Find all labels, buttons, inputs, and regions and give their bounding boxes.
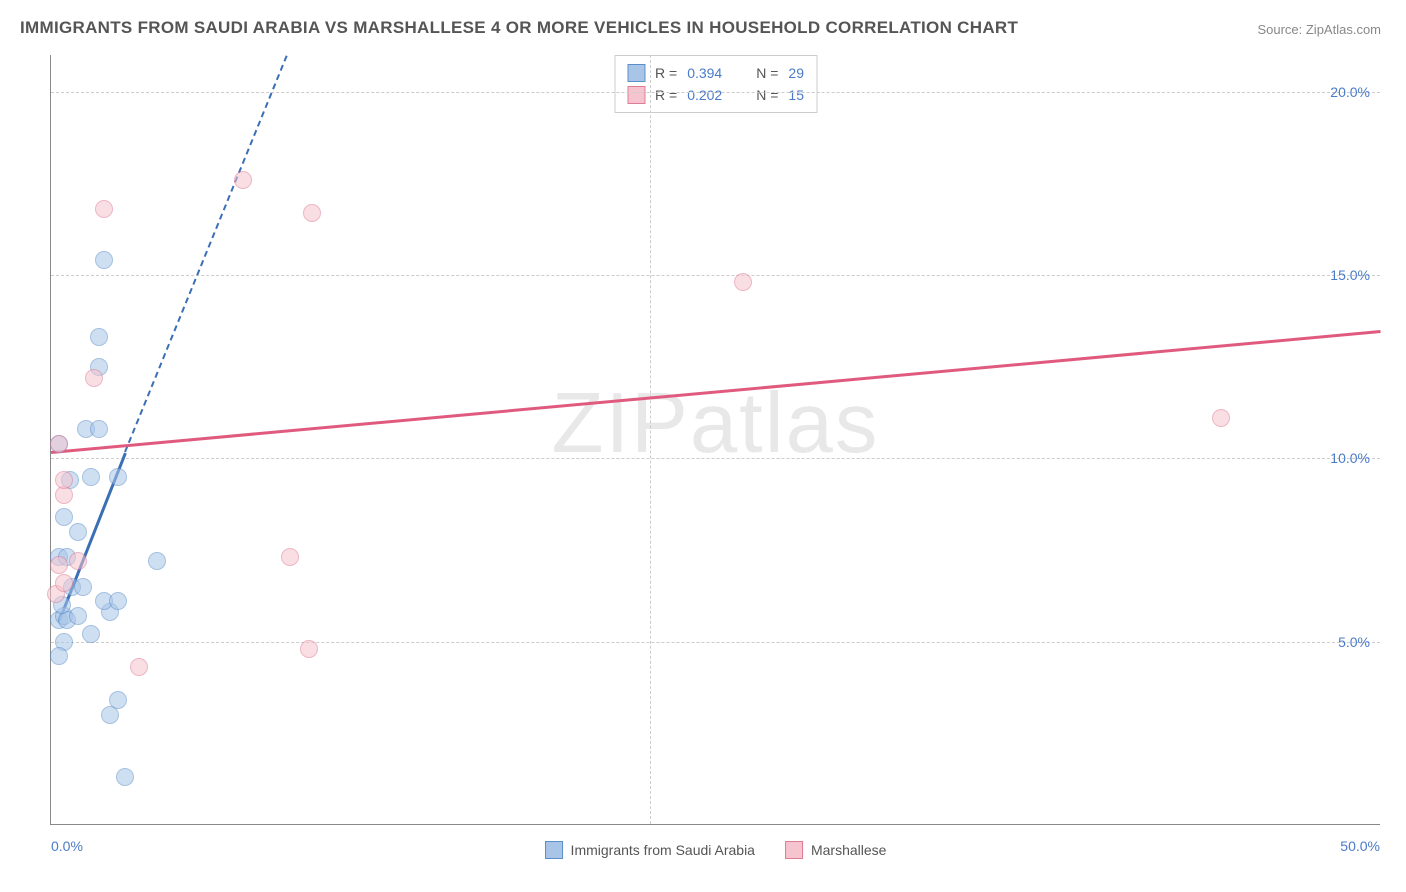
r-label: R =	[655, 65, 677, 81]
scatter-point	[82, 468, 100, 486]
gridline-horizontal	[51, 458, 1380, 459]
gridline-horizontal	[51, 92, 1380, 93]
trend-line	[51, 330, 1381, 454]
scatter-point	[109, 592, 127, 610]
scatter-point	[55, 508, 73, 526]
scatter-point	[90, 420, 108, 438]
scatter-point	[234, 171, 252, 189]
x-tick-label: 0.0%	[51, 838, 83, 854]
scatter-point	[734, 273, 752, 291]
legend-swatch	[627, 64, 645, 82]
scatter-point	[50, 435, 68, 453]
n-label: N =	[756, 87, 778, 103]
legend-series-label: Marshallese	[811, 842, 886, 858]
scatter-point	[109, 691, 127, 709]
x-tick-label: 50.0%	[1340, 838, 1380, 854]
n-value: 15	[788, 87, 804, 103]
n-label: N =	[756, 65, 778, 81]
y-axis-label: 4 or more Vehicles in Household	[0, 179, 4, 395]
scatter-point	[109, 468, 127, 486]
legend-series-item: Immigrants from Saudi Arabia	[545, 841, 755, 859]
scatter-point	[50, 647, 68, 665]
scatter-point	[116, 768, 134, 786]
gridline-horizontal	[51, 642, 1380, 643]
chart-title: IMMIGRANTS FROM SAUDI ARABIA VS MARSHALL…	[20, 18, 1018, 38]
scatter-point	[69, 607, 87, 625]
scatter-point	[50, 556, 68, 574]
r-value: 0.202	[687, 87, 722, 103]
legend-series: Immigrants from Saudi Arabia Marshallese	[545, 841, 887, 859]
legend-series-item: Marshallese	[785, 841, 886, 859]
y-tick-label: 20.0%	[1330, 84, 1370, 100]
watermark-zip: ZIP	[552, 376, 690, 471]
scatter-point	[281, 548, 299, 566]
legend-stats-row: R = 0.394 N = 29	[627, 62, 804, 84]
scatter-point	[90, 328, 108, 346]
scatter-point	[130, 658, 148, 676]
plot-area: ZIPatlas R = 0.394N = 29R = 0.202N = 15 …	[50, 55, 1380, 825]
y-tick-label: 10.0%	[1330, 450, 1370, 466]
scatter-point	[95, 251, 113, 269]
y-tick-label: 15.0%	[1330, 267, 1370, 283]
legend-stats-row: R = 0.202 N = 15	[627, 84, 804, 106]
scatter-point	[85, 369, 103, 387]
source-attribution: Source: ZipAtlas.com	[1257, 22, 1381, 37]
gridline-horizontal	[51, 275, 1380, 276]
scatter-point	[95, 200, 113, 218]
scatter-point	[303, 204, 321, 222]
scatter-point	[55, 471, 73, 489]
legend-swatch	[545, 841, 563, 859]
scatter-point	[1212, 409, 1230, 427]
r-label: R =	[655, 87, 677, 103]
trend-line-dashed	[125, 56, 288, 453]
scatter-point	[74, 578, 92, 596]
legend-swatch	[785, 841, 803, 859]
scatter-point	[300, 640, 318, 658]
scatter-point	[82, 625, 100, 643]
scatter-point	[69, 523, 87, 541]
legend-swatch	[627, 86, 645, 104]
legend-stats: R = 0.394 N = 29 R = 0.202 N = 15	[614, 55, 817, 113]
legend-series-label: Immigrants from Saudi Arabia	[571, 842, 755, 858]
r-value: 0.394	[687, 65, 722, 81]
scatter-point	[55, 574, 73, 592]
n-value: 29	[788, 65, 804, 81]
scatter-point	[148, 552, 166, 570]
gridline-vertical	[650, 55, 651, 824]
scatter-point	[69, 552, 87, 570]
chart-container: IMMIGRANTS FROM SAUDI ARABIA VS MARSHALL…	[0, 0, 1406, 892]
y-tick-label: 5.0%	[1338, 634, 1370, 650]
